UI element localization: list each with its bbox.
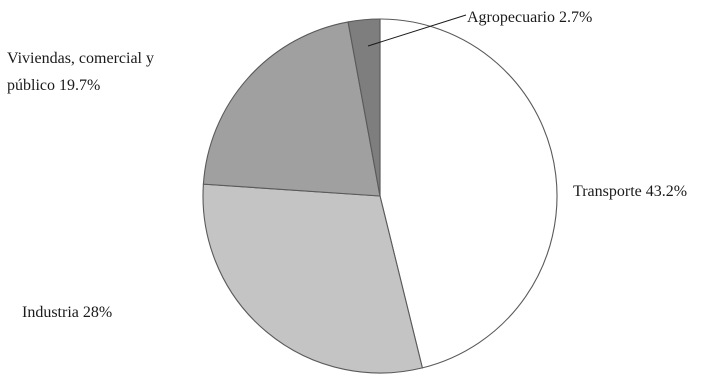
label-transporte: Transporte 43.2% <box>573 183 687 200</box>
label-viviendas-line-1: Viviendas, comercial y <box>7 50 154 67</box>
label-agropecuario: Agropecuario 2.7% <box>467 9 592 26</box>
label-viviendas-line-2: público 19.7% <box>7 77 100 94</box>
slice-agropecuario <box>347 18 381 197</box>
slice-transporte <box>379 18 558 369</box>
label-industria: Industria 28% <box>22 304 112 321</box>
slice-industria <box>202 183 424 374</box>
pie-labels: Transporte 43.2% Industria 28% Viviendas… <box>7 9 687 321</box>
agropecuario-leader-line <box>367 14 467 47</box>
slice-viviendas <box>202 21 381 197</box>
pie-slices <box>202 18 558 374</box>
